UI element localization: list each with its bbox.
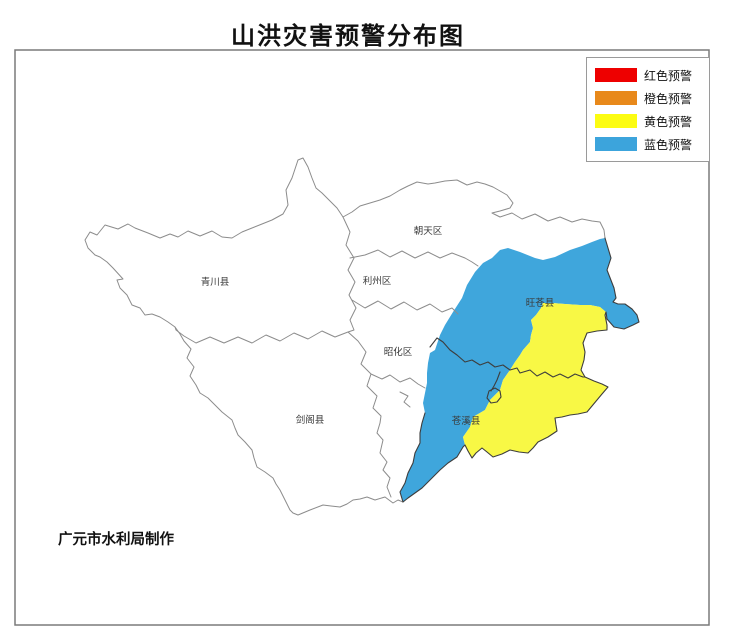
label-chaotian: 朝天区 [414, 226, 443, 237]
orange-swatch-icon [595, 91, 637, 105]
yellow-swatch-icon [595, 114, 637, 128]
legend-row-blue: 蓝色预警 [595, 137, 709, 152]
blue-warning-zone [400, 238, 639, 502]
legend-row-red: 红色预警 [595, 68, 709, 83]
footer-credit: 广元市水利局制作 [58, 532, 174, 548]
legend-label-blue: 蓝色预警 [644, 137, 693, 152]
label-qingchuan: 青川县 [201, 276, 230, 288]
label-jiange: 剑阁县 [296, 414, 325, 426]
city-outer-boundary [84, 157, 606, 516]
legend-label-yellow: 黄色预警 [644, 114, 693, 129]
city-boundary-east-dark [402, 237, 640, 503]
legend-label-orange: 橙色预警 [644, 91, 693, 106]
legend-label-red: 红色预警 [644, 68, 693, 83]
legend: 红色预警 橙色预警 黄色预警 蓝色预警 [586, 57, 710, 162]
legend-row-orange: 橙色预警 [595, 91, 709, 106]
red-swatch-icon [595, 68, 637, 82]
label-cangxi: 苍溪县 [452, 415, 481, 427]
legend-row-yellow: 黄色预警 [595, 114, 709, 129]
map-title: 山洪灾害预警分布图 [231, 22, 465, 50]
boundary-knot [486, 371, 502, 404]
label-lizhou: 利州区 [363, 275, 392, 287]
label-wangcang: 旺苍县 [526, 297, 555, 309]
wangcang-cangxi-boundary [429, 337, 586, 379]
blue-swatch-icon [595, 137, 637, 151]
label-zhaohua: 昭化区 [384, 346, 413, 358]
county-boundaries [174, 216, 479, 498]
blue-strip-west-boundary [399, 412, 426, 503]
yellow-warning-zone [463, 303, 608, 458]
